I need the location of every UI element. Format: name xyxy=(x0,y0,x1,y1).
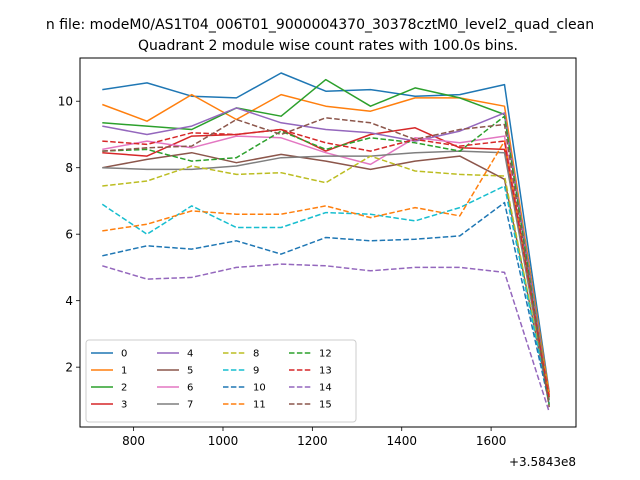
x-tick-label: 800 xyxy=(122,434,145,448)
series-layer xyxy=(101,72,550,413)
legend-box xyxy=(85,339,357,423)
legend-label-12: 12 xyxy=(319,349,332,360)
x-axis: 800 1000 1200 1400 1600 xyxy=(122,427,506,448)
legend-label-4: 4 xyxy=(187,349,193,360)
legend-label-6: 6 xyxy=(187,383,193,394)
chart-title: Quadrant 2 module wise count rates with … xyxy=(138,38,518,54)
y-tick-label: 6 xyxy=(65,228,73,242)
legend-label-0: 0 xyxy=(121,349,127,360)
series-line-12 xyxy=(102,115,550,406)
x-tick-label: 1400 xyxy=(386,434,417,448)
series-line-15 xyxy=(102,117,550,408)
series-line-14 xyxy=(102,263,550,413)
series-line-7 xyxy=(102,150,550,401)
series-line-3 xyxy=(102,127,550,396)
series-line-1 xyxy=(102,93,550,394)
legend-label-13: 13 xyxy=(319,366,332,377)
legend-label-9: 9 xyxy=(253,366,259,377)
legend-label-1: 1 xyxy=(121,366,127,377)
series-line-13 xyxy=(102,128,550,399)
series-line-10 xyxy=(102,201,550,404)
x-tick-label: 1000 xyxy=(208,434,239,448)
y-tick-label: 10 xyxy=(58,95,73,109)
series-line-11 xyxy=(102,140,550,396)
legend-label-14: 14 xyxy=(319,383,332,394)
series-line-4 xyxy=(102,107,550,399)
plot-frame xyxy=(79,57,577,428)
series-line-6 xyxy=(102,135,550,401)
legend-label-8: 8 xyxy=(253,349,259,360)
series-line-5 xyxy=(102,151,550,401)
y-tick-label: 8 xyxy=(65,161,73,175)
legend-label-7: 7 xyxy=(187,400,193,411)
y-axis: 2 4 6 8 10 xyxy=(58,95,80,375)
y-tick-label: 4 xyxy=(65,294,73,308)
legend-label-3: 3 xyxy=(121,400,127,411)
x-tick-label: 1200 xyxy=(297,434,328,448)
x-offset-text: +3.5843e8 xyxy=(509,455,576,469)
legend-label-5: 5 xyxy=(187,366,193,377)
legend-label-2: 2 xyxy=(121,383,127,394)
legend-label-10: 10 xyxy=(253,383,266,394)
series-line-0 xyxy=(102,72,550,393)
legend-label-11: 11 xyxy=(253,400,266,411)
series-line-8 xyxy=(102,155,550,401)
suptitle: n file: modeM0/AS1T04_006T01_9000004370_… xyxy=(46,17,594,33)
y-tick-label: 2 xyxy=(65,361,73,375)
legend-label-15: 15 xyxy=(319,400,332,411)
x-tick-label: 1600 xyxy=(476,434,507,448)
